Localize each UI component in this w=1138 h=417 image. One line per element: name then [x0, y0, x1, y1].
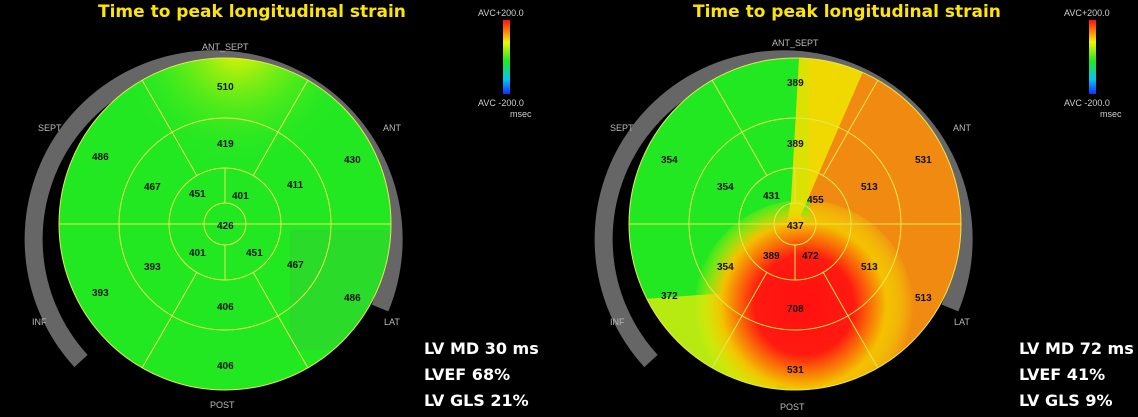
segment-value-apex: 426	[217, 221, 234, 232]
bullseye-panel-right: ANT_SEPT ANT SEPT INF LAT POST 389 531 5…	[569, 0, 1138, 417]
segment-value: 451	[189, 189, 206, 200]
label-inf: INF	[32, 317, 47, 327]
scale-top-label: AVC+200.0	[478, 8, 524, 18]
label-sept: SEPT	[610, 123, 634, 133]
scale-unit-label: msec	[1100, 109, 1122, 119]
segment-value: 430	[344, 155, 361, 166]
segment-grid-left	[58, 57, 392, 391]
segment-value: 354	[717, 182, 734, 193]
label-post: POST	[780, 402, 805, 412]
panel-title: Time to peak longitudinal strain	[693, 2, 1001, 22]
scale-unit-label: msec	[510, 109, 532, 119]
segment-value: 354	[661, 155, 678, 166]
bullseye-svg-right: ANT_SEPT ANT SEPT INF LAT POST 389 531 5…	[594, 8, 1134, 412]
segment-value: 455	[807, 195, 824, 206]
label-lat: LAT	[384, 317, 400, 327]
segment-value: 411	[287, 180, 304, 191]
stat-md: LV MD 30 ms	[424, 339, 539, 358]
label-ant: ANT	[953, 123, 972, 133]
segment-value: 431	[763, 191, 780, 202]
color-scale-bar	[1089, 20, 1096, 94]
scale-top-label: AVC+200.0	[1064, 8, 1110, 18]
panel-title: Time to peak longitudinal strain	[98, 2, 406, 22]
segment-value: 393	[144, 262, 161, 273]
segment-value: 467	[144, 182, 161, 193]
segment-value: 401	[189, 248, 206, 259]
segment-value: 486	[92, 152, 109, 163]
label-sept: SEPT	[38, 123, 62, 133]
segment-value: 389	[787, 78, 804, 89]
label-ant: ANT	[383, 123, 402, 133]
segment-value: 393	[92, 288, 109, 299]
stat-gls: LV GLS 21%	[424, 391, 529, 410]
segment-value: 354	[717, 262, 734, 273]
segment-value: 513	[915, 293, 932, 304]
segment-value-apex: 437	[787, 221, 804, 232]
segment-value: 486	[344, 293, 361, 304]
scale-bottom-label: AVC -200.0	[1064, 98, 1110, 108]
segment-value: 467	[287, 260, 304, 271]
stat-md: LV MD 72 ms	[1019, 339, 1134, 358]
label-lat: LAT	[954, 317, 970, 327]
segment-value: 708	[787, 304, 804, 315]
segment-value: 419	[217, 139, 234, 150]
segment-value: 372	[661, 291, 678, 302]
stat-lvef: LVEF 68%	[424, 365, 510, 384]
segment-value: 389	[763, 251, 780, 262]
bullseye-svg-left: ANT_SEPT ANT SEPT INF LAT POST 510 430 4…	[24, 8, 539, 410]
label-ant-sept: ANT_SEPT	[202, 42, 249, 52]
segment-value: 389	[787, 139, 804, 150]
scale-bottom-label: AVC -200.0	[478, 98, 524, 108]
segment-value: 401	[232, 191, 249, 202]
segment-value: 451	[246, 248, 263, 259]
segment-value: 510	[217, 82, 234, 93]
stat-gls: LV GLS 9%	[1019, 391, 1113, 410]
segment-grid-right	[628, 57, 962, 391]
segment-value: 531	[787, 365, 804, 376]
segment-value: 531	[915, 155, 932, 166]
bullseye-panel-left: ANT_SEPT ANT SEPT INF LAT POST 510 430 4…	[24, 2, 539, 410]
label-post: POST	[210, 400, 235, 410]
label-inf: INF	[610, 317, 625, 327]
segment-value: 513	[861, 262, 878, 273]
segment-value: 472	[802, 251, 819, 262]
segment-value: 406	[217, 302, 234, 313]
mid-spokes-left	[171, 131, 279, 317]
stat-lvef: LVEF 41%	[1019, 365, 1105, 384]
segment-value: 513	[861, 182, 878, 193]
label-ant-sept: ANT_SEPT	[772, 38, 819, 48]
segment-value: 406	[217, 361, 234, 372]
